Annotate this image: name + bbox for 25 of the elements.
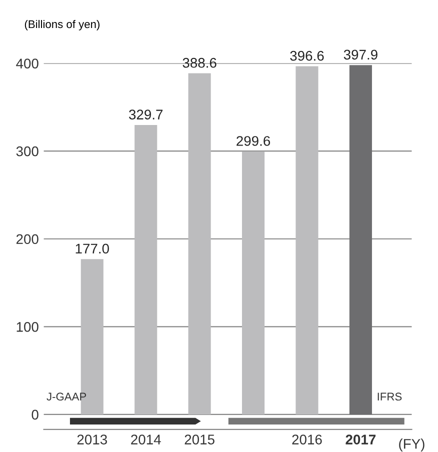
y-tick-label: 100 (16, 322, 38, 332)
data-label: 299.6 (236, 136, 270, 146)
data-label: 388.6 (182, 58, 216, 68)
annotation: IFRS (378, 392, 402, 401)
x-axis-title: (FY) (399, 438, 424, 452)
y-tick-label: 200 (16, 234, 38, 244)
x-tick-label: 2013 (77, 434, 107, 444)
data-label: 397.9 (344, 50, 378, 60)
x-tick-label: 2017 (346, 434, 376, 444)
y-axis-title: (Billions of yen) (24, 20, 100, 30)
bar (296, 66, 318, 414)
data-label: 329.7 (129, 110, 163, 120)
data-label: 177.0 (76, 244, 109, 254)
y-tick-label: 400 (16, 58, 38, 68)
annotation: J-GAAP (46, 392, 86, 401)
bar (134, 125, 158, 414)
x-tick-label: 2015 (184, 434, 214, 444)
x-tick-label: 2014 (131, 434, 161, 444)
y-tick-label: 0 (32, 410, 38, 420)
data-label: 396.6 (290, 50, 324, 61)
x-tick-label: 2016 (292, 434, 322, 444)
bar (349, 65, 372, 414)
bar (242, 151, 265, 414)
bar (188, 73, 211, 414)
y-tick-label: 300 (16, 146, 38, 156)
